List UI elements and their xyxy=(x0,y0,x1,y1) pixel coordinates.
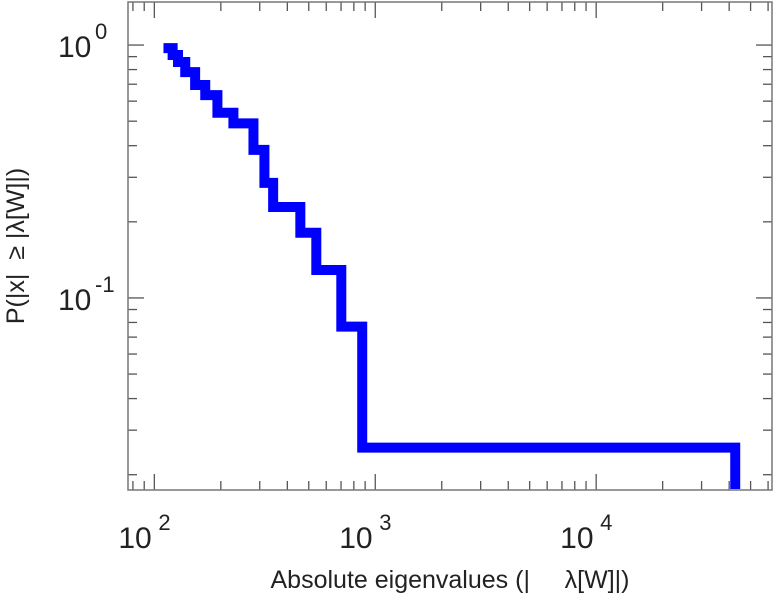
series-line-ccdf xyxy=(163,43,741,489)
x-tick-label: 10 xyxy=(560,522,593,555)
x-tick-label: 10 xyxy=(339,522,372,555)
y-tick-label: 10 xyxy=(58,31,91,64)
y-tick-label-exponent: 0 xyxy=(95,19,107,44)
plot-frame xyxy=(127,1,773,491)
x-tick-label-exponent: 3 xyxy=(379,510,391,535)
y-tick-label-exponent: -1 xyxy=(95,272,115,297)
x-tick-label: 10 xyxy=(118,522,151,555)
x-tick-labels: 10 2 10 3 10 4 xyxy=(118,510,612,555)
axis-ticks xyxy=(128,2,772,490)
y-axis-label: P(|x| ≥ |λ[W]|) xyxy=(2,168,30,324)
y-tick-label: 10 xyxy=(58,284,91,317)
x-tick-label-exponent: 2 xyxy=(158,510,170,535)
x-axis-label: Absolute eigenvalues (| λ[W]|) xyxy=(271,566,630,594)
x-tick-label-exponent: 4 xyxy=(600,510,612,535)
